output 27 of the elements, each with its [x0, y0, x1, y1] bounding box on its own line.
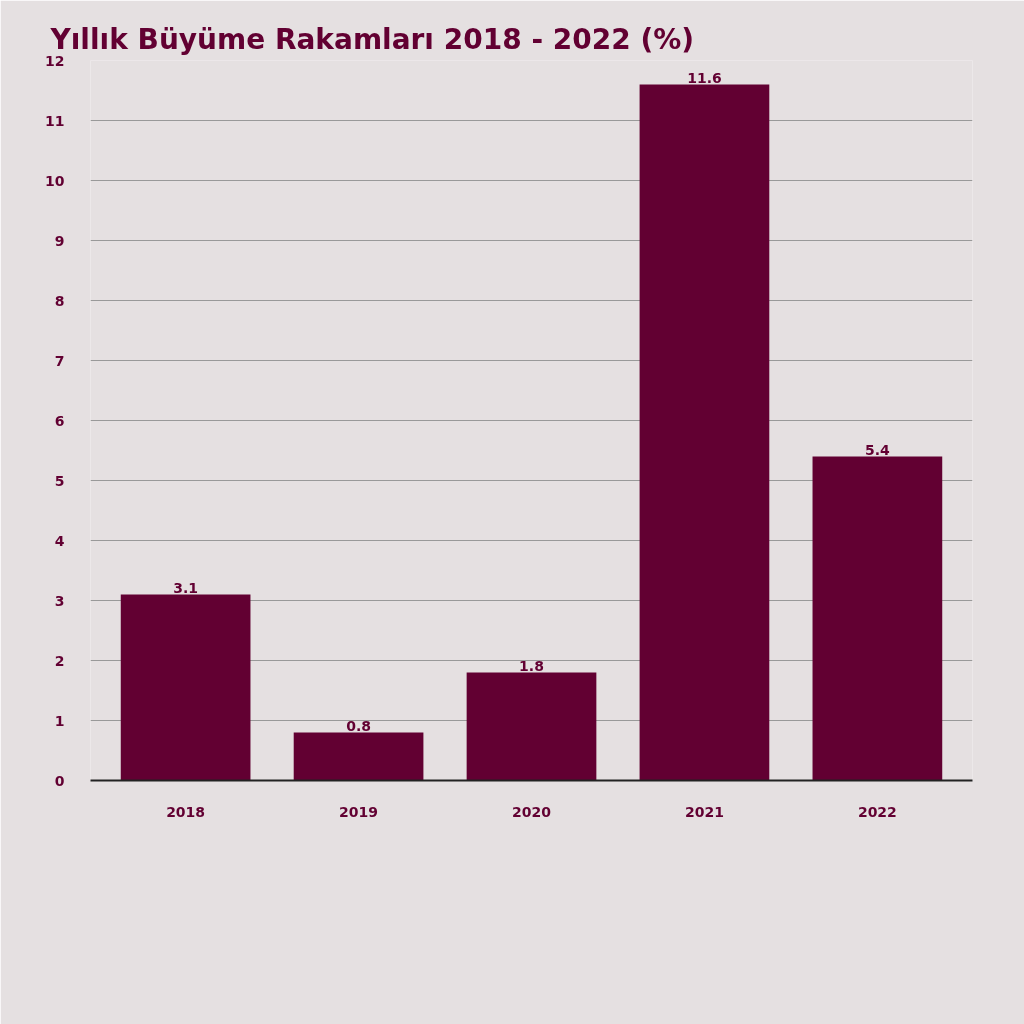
x-tick-label: 2018	[166, 803, 206, 820]
data-label: 5.4	[864, 441, 891, 458]
x-tick-label: 2019	[339, 803, 379, 820]
bar	[466, 672, 597, 781]
data-label: 0.8	[346, 717, 371, 734]
y-tick-label: 4	[54, 532, 65, 549]
bar	[293, 732, 424, 781]
y-tick-label: 8	[54, 292, 65, 309]
y-tick-label: 7	[54, 352, 65, 369]
y-tick-label: 2	[54, 652, 65, 669]
x-tick-label: 2020	[512, 803, 552, 820]
y-tick-label: 6	[54, 412, 65, 429]
y-tick-label: 10	[45, 172, 65, 189]
y-tick-label: 11	[45, 112, 65, 129]
x-tick-label: 2022	[857, 803, 897, 820]
y-tick-label: 0	[54, 772, 65, 789]
bar	[812, 456, 943, 781]
y-tick-label: 1	[54, 712, 65, 729]
bar	[120, 594, 251, 781]
y-tick-label: 5	[54, 472, 65, 489]
data-label: 1.8	[519, 657, 544, 674]
y-tick-label: 9	[54, 232, 65, 249]
bar	[639, 84, 770, 781]
y-tick-label: 3	[54, 592, 65, 609]
data-label: 11.6	[687, 69, 722, 86]
x-tick-label: 2021	[684, 803, 724, 820]
data-label: 3.1	[173, 579, 199, 596]
